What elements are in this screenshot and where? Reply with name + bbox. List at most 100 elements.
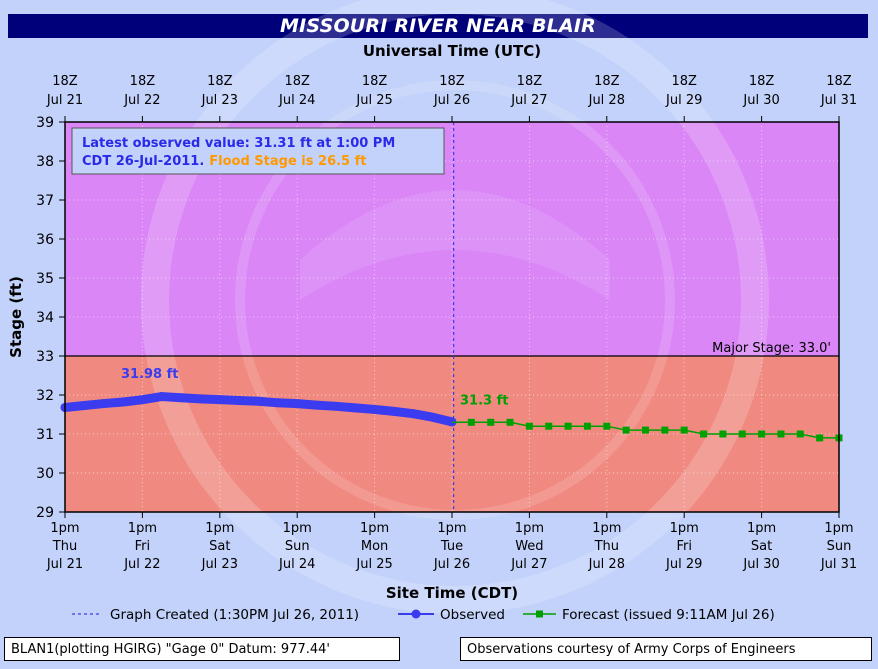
top-tick-time-label: 18Z [517, 74, 543, 89]
top-tick-date-label: Jul 24 [278, 93, 315, 108]
y-tick-label: 39 [36, 115, 54, 131]
y-tick-label: 35 [36, 271, 54, 287]
top-tick-date-label: Jul 29 [665, 93, 702, 108]
forecast-point [467, 418, 475, 426]
x-tick-date-label: Jul 23 [201, 557, 238, 572]
top-tick-time-label: 18Z [284, 74, 310, 89]
y-tick-label: 33 [36, 349, 54, 365]
y-tick-label: 30 [36, 466, 54, 482]
x-tick-time-label: 1pm [515, 521, 544, 536]
top-tick-date-label: Jul 23 [201, 93, 238, 108]
x-tick-date-label: Jul 31 [820, 557, 857, 572]
forecast-point [700, 430, 708, 438]
x-tick-time-label: 1pm [437, 521, 466, 536]
top-tick-time-label: 18Z [749, 74, 775, 89]
y-tick-label: 36 [36, 232, 54, 248]
forecast-point [796, 430, 804, 438]
observed-point [176, 393, 186, 403]
observed-point [292, 399, 302, 409]
forecast-point [642, 426, 649, 434]
observed-point [79, 401, 89, 411]
top-tick-date-label: Jul 25 [355, 93, 392, 108]
x-tick-time-label: 1pm [128, 521, 157, 536]
y-tick-label: 38 [36, 154, 54, 170]
info-line-2-observed: CDT 26-Jul-2011. [82, 154, 204, 169]
legend-created-label: Graph Created (1:30PM Jul 26, 2011) [110, 607, 359, 623]
top-axis-title: Universal Time (UTC) [363, 42, 541, 60]
x-tick-day-label: Tue [440, 539, 463, 554]
datum-footer: BLAN1(plotting HGIRG) "Gage 0" Datum: 97… [4, 637, 400, 661]
observed-point [350, 403, 360, 413]
credits-footer: Observations courtesy of Army Corps of E… [460, 637, 872, 661]
forecast-point [545, 422, 553, 430]
info-flood-stage: Flood Stage is 26.5 ft [209, 154, 366, 169]
top-tick-time-label: 18Z [439, 74, 465, 89]
x-tick-day-label: Fri [135, 539, 151, 554]
x-tick-time-label: 1pm [205, 521, 234, 536]
x-tick-date-label: Jul 26 [433, 557, 470, 572]
x-tick-day-label: Thu [52, 539, 77, 554]
top-tick-time-label: 18Z [52, 74, 78, 89]
forecast-point [719, 430, 727, 438]
forecast-point [487, 418, 495, 426]
x-tick-date-label: Jul 22 [123, 557, 160, 572]
observed-point [408, 409, 418, 419]
info-line-1: Latest observed value: 31.31 ft at 1:00 … [82, 136, 395, 151]
observed-point [99, 399, 109, 409]
top-tick-date-label: Jul 26 [433, 93, 470, 108]
x-tick-time-label: 1pm [50, 521, 79, 536]
forecast-start-label: 31.3 ft [460, 393, 508, 408]
x-tick-date-label: Jul 24 [278, 557, 315, 572]
x-tick-time-label: 1pm [824, 521, 853, 536]
x-tick-day-label: Sun [827, 539, 852, 554]
observed-point [254, 396, 263, 406]
y-tick-label: 31 [36, 427, 54, 443]
observed-max-label: 31.98 ft [121, 367, 179, 382]
legend-forecast-label: Forecast (issued 9:11AM Jul 26) [562, 607, 775, 623]
top-tick-date-label: Jul 30 [742, 93, 779, 108]
top-tick-date-label: Jul 28 [588, 93, 625, 108]
observed-point [195, 394, 205, 404]
x-tick-date-label: Jul 21 [46, 557, 83, 572]
forecast-point [816, 434, 824, 442]
top-tick-date-label: Jul 31 [820, 93, 857, 108]
x-tick-date-label: Jul 29 [665, 557, 702, 572]
y-tick-label: 34 [36, 310, 54, 326]
y-tick-label: 32 [36, 388, 54, 404]
top-tick-date-label: Jul 27 [510, 93, 547, 108]
observed-point [389, 406, 399, 416]
forecast-point [777, 430, 785, 438]
observed-point [273, 398, 283, 408]
forecast-point [564, 422, 572, 430]
observed-point [215, 395, 225, 405]
top-tick-time-label: 18Z [130, 74, 156, 89]
observed-point [234, 395, 244, 405]
x-tick-day-label: Thu [594, 539, 619, 554]
forecast-point [622, 426, 630, 434]
forecast-point [583, 422, 591, 430]
legend-observed-swatch-dot [411, 609, 421, 619]
x-tick-day-label: Mon [361, 539, 388, 554]
watermark-inner-ring-icon [235, 80, 675, 520]
info-box [71, 127, 445, 175]
top-tick-time-label: 18Z [362, 74, 388, 89]
forecast-point [680, 426, 688, 434]
major-stage-label: Major Stage: 33.0' [712, 341, 831, 356]
observed-point [157, 392, 167, 402]
x-tick-day-label: Fri [676, 539, 692, 554]
x-axis-title: Site Time (CDT) [386, 584, 518, 602]
top-tick-time-label: 18Z [594, 74, 620, 89]
x-tick-date-label: Jul 25 [355, 557, 392, 572]
observed-point [370, 404, 380, 414]
forecast-point [758, 430, 766, 438]
legend-forecast-swatch-square [536, 610, 543, 618]
top-tick-date-label: Jul 22 [123, 93, 160, 108]
observed-point [428, 412, 438, 422]
forecast-point [525, 422, 533, 430]
observed-point [312, 400, 322, 410]
x-tick-date-label: Jul 28 [588, 557, 625, 572]
chart-title: MISSOURI RIVER NEAR BLAIR [8, 14, 868, 38]
top-tick-time-label: 18Z [826, 74, 852, 89]
